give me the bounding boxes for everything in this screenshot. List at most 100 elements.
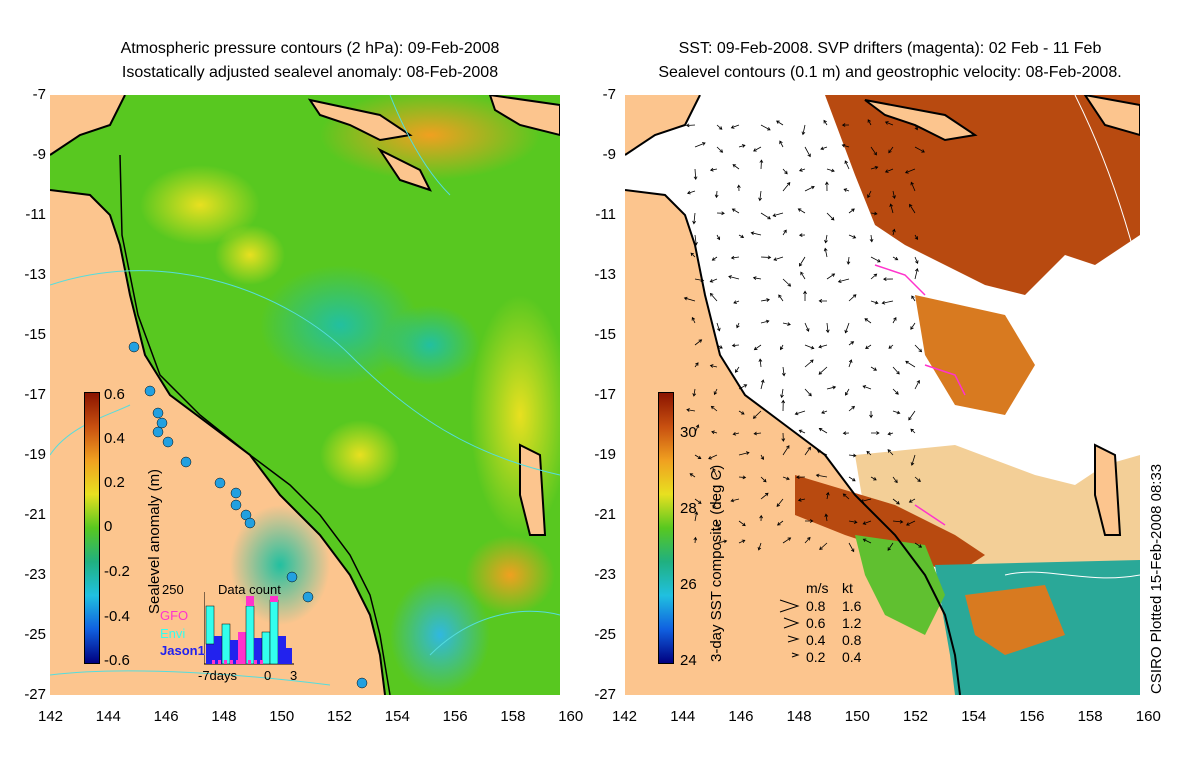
velocity-arrow bbox=[821, 410, 828, 414]
velocity-arrow bbox=[884, 121, 894, 126]
velocity-arrow bbox=[818, 344, 828, 349]
velocity-arrow bbox=[797, 208, 806, 214]
sst-warm-patch bbox=[915, 295, 1035, 415]
velocity-arrow bbox=[782, 229, 787, 236]
left-title-line1: Atmospheric pressure contours (2 hPa): 0… bbox=[120, 40, 500, 57]
axis-tick-label: -27 bbox=[594, 686, 616, 703]
velocity-legend-kt: 1.6 bbox=[842, 598, 862, 614]
velocity-arrow bbox=[883, 277, 894, 281]
velocity-arrow bbox=[870, 431, 880, 435]
axis-tick-label: 158 bbox=[500, 708, 526, 725]
velocity-arrow bbox=[841, 123, 850, 127]
velocity-arrow bbox=[888, 344, 894, 349]
velocity-arrow bbox=[892, 388, 899, 395]
velocity-arrow bbox=[881, 300, 894, 305]
velocity-arrow bbox=[716, 234, 721, 241]
left-title-line2: Isostatically adjusted sealevel anomaly:… bbox=[121, 64, 499, 81]
velocity-arrow bbox=[716, 520, 721, 531]
colorbar-tick: -0.4 bbox=[104, 608, 130, 625]
velocity-arrow bbox=[757, 542, 762, 551]
velocity-arrow bbox=[694, 362, 699, 368]
axis-tick-label: 148 bbox=[211, 708, 237, 725]
velocity-arrow bbox=[716, 322, 721, 332]
velocity-arrow bbox=[887, 449, 894, 456]
pressure-contour bbox=[50, 670, 331, 686]
sst-map bbox=[625, 95, 1140, 695]
velocity-arrow bbox=[892, 190, 896, 199]
velocity-arrow bbox=[910, 454, 916, 466]
velocity-arrow bbox=[892, 228, 896, 236]
velocity-arrow bbox=[862, 520, 872, 525]
velocity-arrow bbox=[909, 203, 916, 214]
reef-contour bbox=[119, 154, 391, 695]
velocity-arrow bbox=[866, 450, 872, 456]
drifter-track bbox=[924, 364, 966, 396]
velocity-arrow bbox=[752, 276, 762, 280]
velocity-arrow bbox=[804, 446, 811, 456]
velocity-legend-kt: 1.2 bbox=[842, 615, 862, 631]
drifter-track bbox=[914, 504, 946, 526]
velocity-arrow bbox=[782, 537, 792, 544]
axis-tick-label: 146 bbox=[728, 708, 754, 725]
colorbar-tick: 0 bbox=[104, 518, 113, 535]
velocity-arrow bbox=[815, 473, 828, 478]
velocity-arrow bbox=[683, 296, 696, 302]
velocity-arrow bbox=[736, 184, 741, 192]
velocity-arrow bbox=[732, 164, 740, 170]
sst-colorbar-tick: 24 bbox=[680, 652, 697, 669]
velocity-arrow bbox=[914, 146, 925, 153]
right-title-line1: SST: 09-Feb-2008. SVP drifters (magenta)… bbox=[678, 40, 1102, 57]
velocity-arrow bbox=[752, 410, 762, 419]
coastline bbox=[625, 95, 961, 695]
axis-tick-label: 142 bbox=[38, 708, 64, 725]
velocity-arrow bbox=[798, 168, 806, 172]
velocity-arrow bbox=[824, 513, 829, 522]
velocity-arrow bbox=[804, 344, 815, 350]
velocity-arrow bbox=[823, 119, 828, 126]
axis-tick-label: 144 bbox=[95, 708, 121, 725]
ocean-field bbox=[50, 95, 560, 695]
velocity-arrow bbox=[825, 322, 830, 334]
velocity-arrow bbox=[848, 341, 855, 346]
velocity-arrow bbox=[818, 366, 828, 375]
velocity-arrow bbox=[738, 144, 746, 148]
sealevel-contour bbox=[1074, 95, 1140, 276]
axis-tick-label: 152 bbox=[327, 708, 353, 725]
velocity-arrow bbox=[862, 385, 872, 390]
velocity-arrow bbox=[906, 520, 916, 526]
velocity-arrow bbox=[914, 268, 919, 280]
velocity-arrow bbox=[904, 168, 916, 174]
axis-tick-label: -17 bbox=[594, 386, 616, 403]
velocity-arrow bbox=[910, 428, 916, 434]
velocity-arrow bbox=[689, 473, 696, 478]
velocity-arrow bbox=[848, 234, 857, 239]
axis-tick-label: -21 bbox=[594, 506, 616, 523]
axis-tick-label: -13 bbox=[594, 266, 616, 283]
axis-tick-label: 144 bbox=[670, 708, 696, 725]
axis-tick-label: 142 bbox=[612, 708, 638, 725]
velocity-arrow bbox=[823, 247, 828, 258]
velocity-arrow bbox=[800, 271, 806, 280]
velocity-arrow bbox=[867, 119, 872, 126]
velocity-arrow bbox=[845, 388, 850, 396]
velocity-arrow bbox=[686, 190, 696, 195]
velocity-arrow bbox=[892, 317, 897, 324]
velocity-arrow bbox=[709, 292, 718, 302]
velocity-arrow bbox=[798, 429, 806, 434]
velocity-legend-ms-header: m/s bbox=[806, 580, 829, 596]
axis-tick-label: 158 bbox=[1077, 708, 1103, 725]
axis-tick-label: 154 bbox=[961, 708, 987, 725]
velocity-arrow bbox=[758, 190, 762, 202]
velocity-arrow bbox=[848, 405, 855, 412]
velocity-arrow bbox=[714, 190, 719, 199]
velocity-legend-arrows bbox=[779, 599, 800, 658]
velocity-arrow bbox=[892, 519, 904, 524]
sst-colorbar-tick: 26 bbox=[680, 576, 697, 593]
velocity-arrow bbox=[914, 124, 919, 131]
velocity-arrow bbox=[911, 295, 916, 302]
velocity-arrow bbox=[860, 498, 872, 503]
velocity-arrow bbox=[870, 146, 877, 156]
velocity-arrow bbox=[781, 366, 786, 377]
velocity-arrow bbox=[738, 475, 747, 480]
velocity-arrow bbox=[730, 124, 740, 129]
